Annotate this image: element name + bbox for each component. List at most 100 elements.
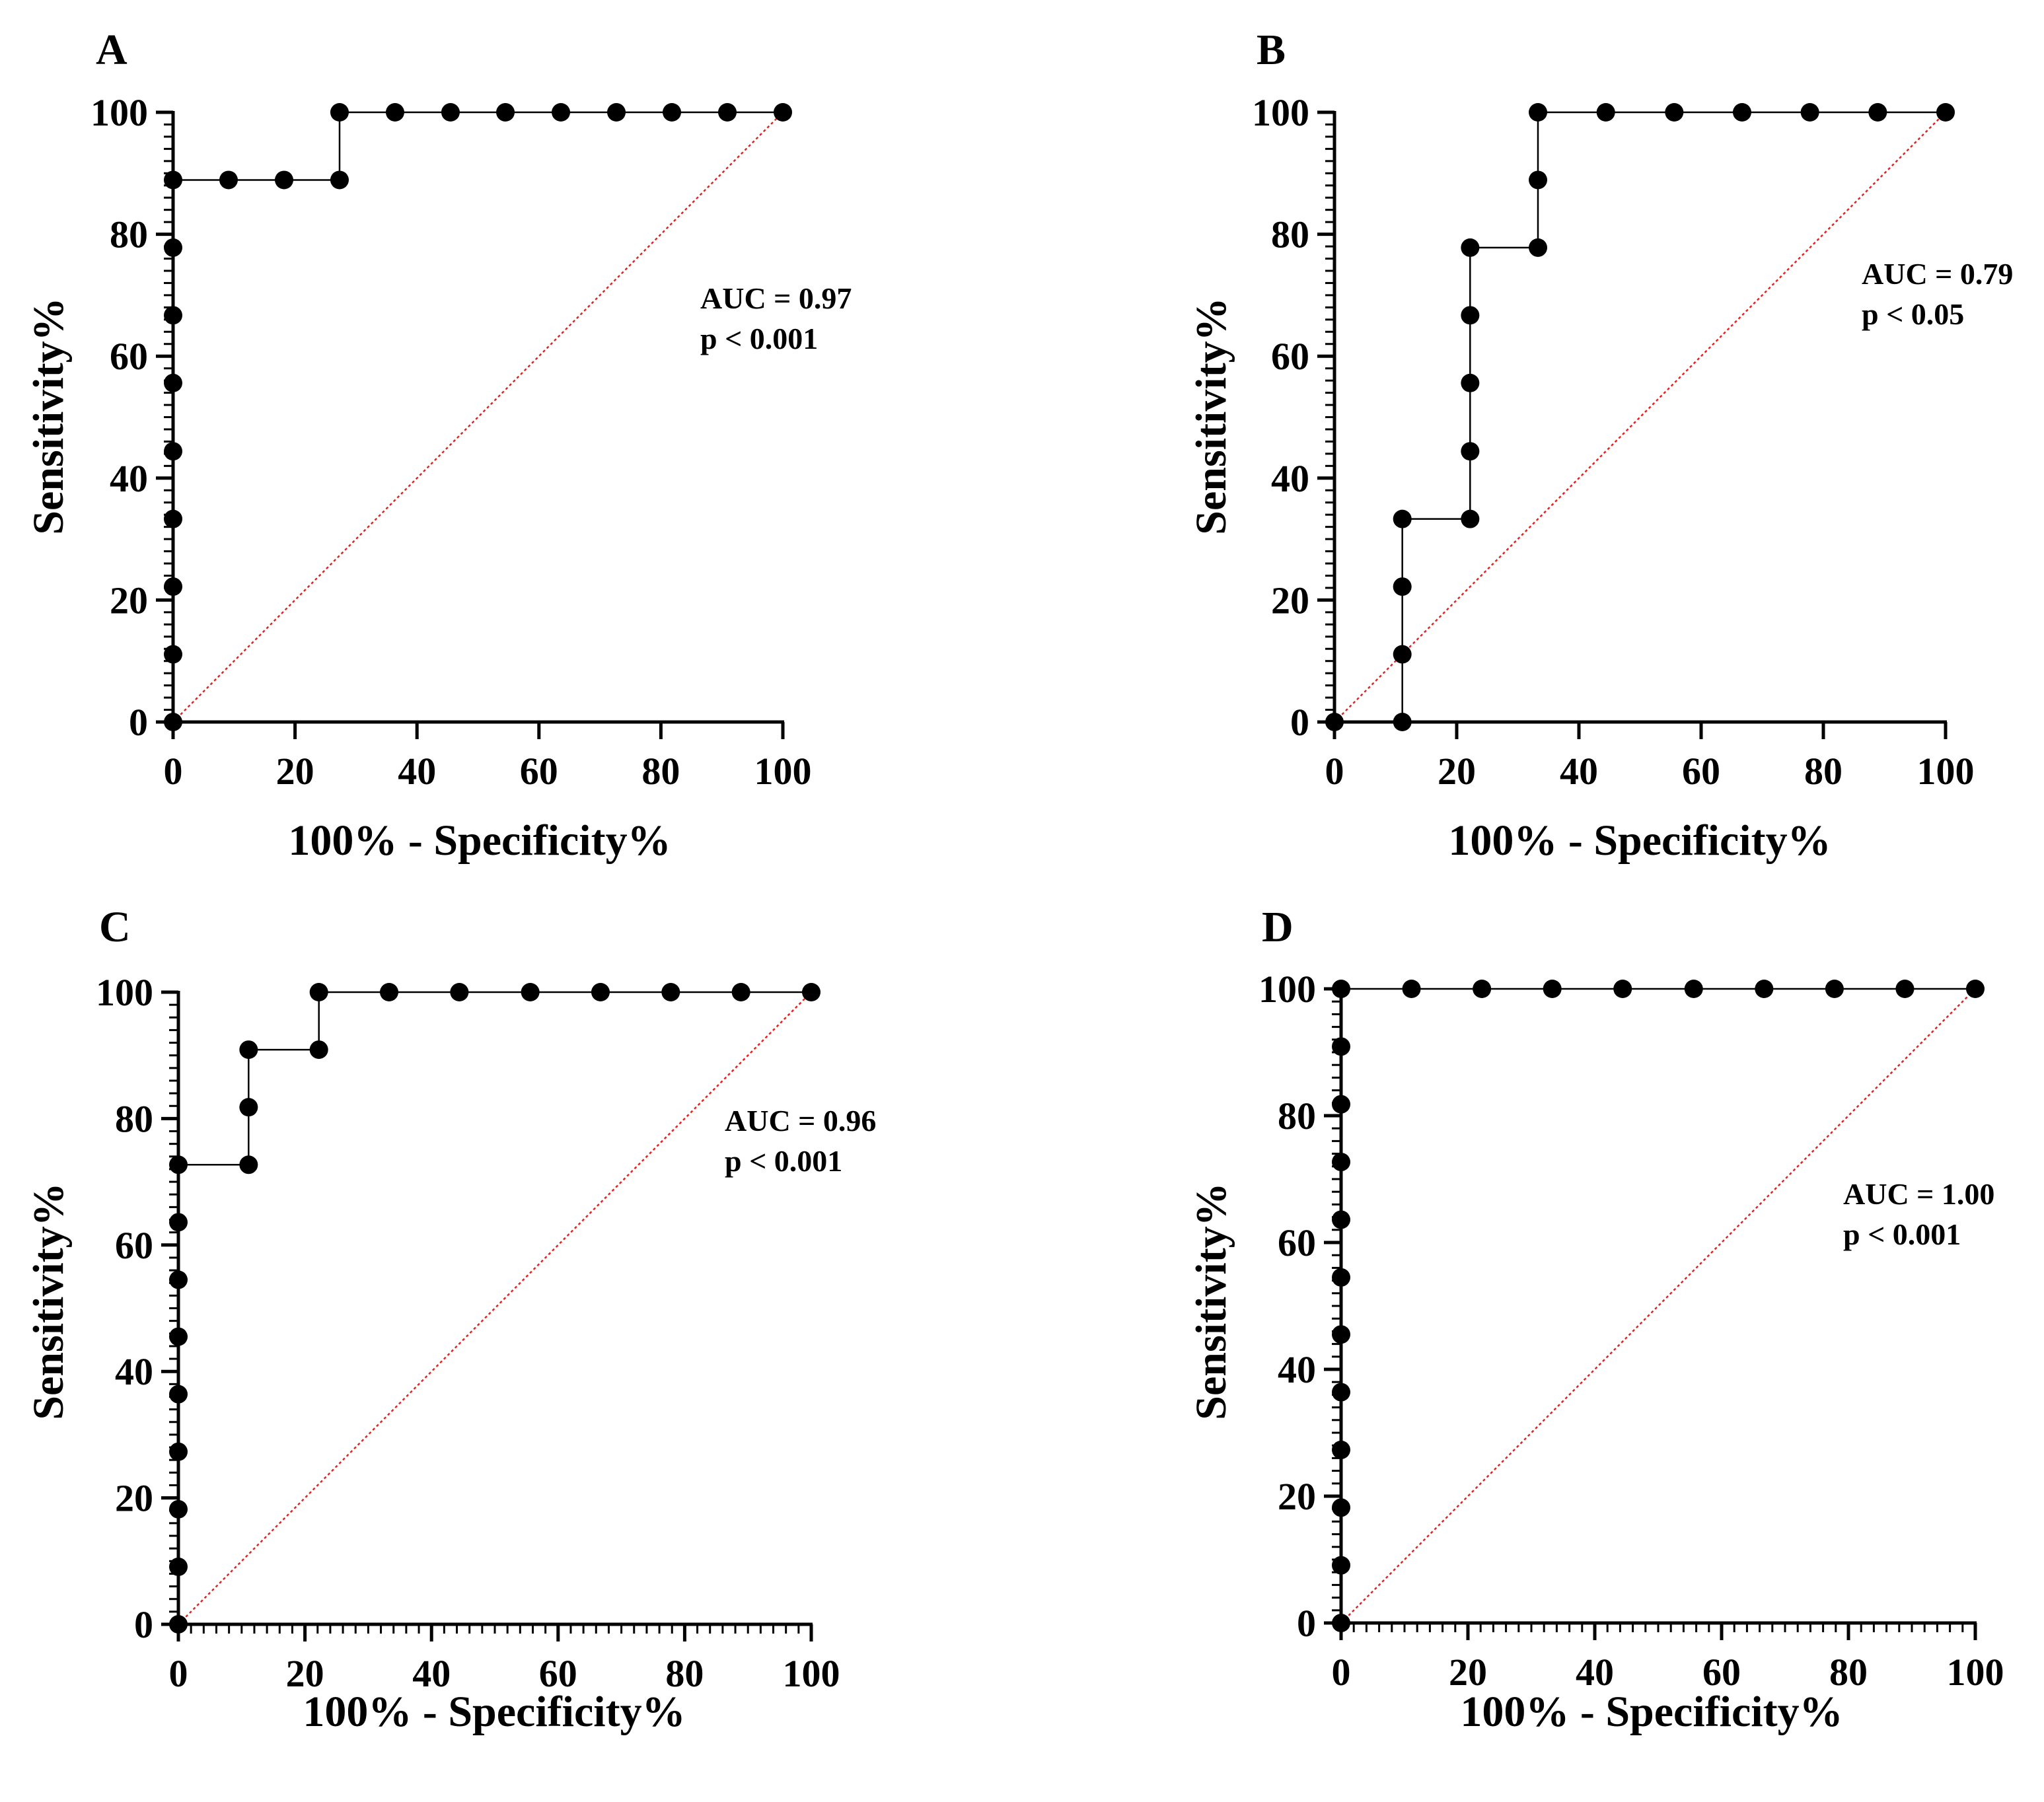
x-tick-label: 100 [783, 1652, 840, 1695]
roc-point [607, 103, 626, 122]
roc-point [718, 103, 737, 122]
auc-annotation: AUC = 1.00 [1843, 1177, 1994, 1211]
roc-point [1543, 980, 1562, 998]
roc-point [1332, 1268, 1350, 1287]
roc-point [1332, 1556, 1350, 1575]
roc-point [1325, 713, 1344, 731]
x-tick-label: 100 [1947, 1651, 2004, 1694]
y-tick-label: 100 [1259, 968, 1316, 1011]
roc-point [1461, 442, 1480, 461]
roc-point [591, 983, 610, 1001]
y-tick-label: 80 [1271, 213, 1309, 256]
p-value-annotation: p < 0.001 [725, 1144, 842, 1178]
y-tick-label: 80 [110, 213, 148, 256]
x-tick-label: 60 [1702, 1651, 1741, 1694]
p-value-annotation: p < 0.001 [1843, 1217, 1961, 1251]
p-value-annotation: p < 0.001 [700, 322, 818, 355]
roc-point [1473, 980, 1492, 998]
p-value-annotation: p < 0.05 [1862, 297, 1964, 331]
roc-point [1332, 1498, 1350, 1517]
roc-point [1529, 103, 1548, 122]
roc-point [169, 1499, 188, 1519]
roc-point [1596, 103, 1615, 122]
roc-point [663, 103, 682, 122]
x-tick-label: 20 [1449, 1651, 1487, 1694]
x-tick-label: 0 [1332, 1651, 1351, 1694]
roc-point [1332, 1095, 1350, 1114]
x-tick-label: 40 [398, 750, 436, 793]
roc-point [1966, 980, 1985, 998]
x-tick-label: 60 [520, 750, 558, 793]
y-tick-label: 80 [115, 1097, 153, 1140]
roc-point [496, 103, 515, 122]
x-tick-label: 0 [164, 750, 183, 793]
y-tick-label: 100 [96, 971, 153, 1014]
roc-point [1393, 645, 1412, 664]
y-tick-label: 20 [1271, 579, 1309, 622]
x-tick-label: 20 [276, 750, 314, 793]
roc-point [169, 1442, 188, 1461]
roc-point [1332, 1153, 1350, 1172]
x-tick-label: 60 [539, 1652, 577, 1695]
y-axis-label: Sensitivity% [1187, 1182, 1235, 1420]
x-tick-label: 20 [286, 1652, 324, 1695]
x-tick-label: 0 [1325, 750, 1344, 793]
y-tick-label: 0 [1290, 701, 1309, 744]
roc-point [1665, 103, 1684, 122]
roc-point [380, 983, 399, 1001]
auc-annotation: AUC = 0.79 [1862, 257, 2013, 291]
y-tick-label: 0 [129, 701, 148, 744]
panel-label: C [99, 903, 131, 951]
panel-label: A [96, 26, 128, 74]
y-tick-label: 20 [115, 1477, 153, 1520]
y-tick-label: 80 [1278, 1095, 1316, 1137]
roc-point [169, 1155, 188, 1174]
roc-point [1868, 103, 1887, 122]
roc-point [1332, 1440, 1350, 1459]
roc-point [330, 170, 349, 190]
roc-point [164, 373, 182, 392]
roc-point [1461, 373, 1480, 392]
y-tick-label: 0 [134, 1603, 153, 1646]
roc-point [274, 170, 293, 190]
y-tick-label: 40 [1271, 457, 1309, 500]
roc-point [309, 1040, 328, 1060]
roc-point [164, 170, 182, 190]
roc-point [1732, 103, 1751, 122]
auc-annotation: AUC = 0.96 [725, 1104, 876, 1137]
roc-point [164, 577, 182, 596]
roc-point [239, 1098, 258, 1117]
roc-point [239, 1040, 258, 1060]
roc-point [169, 1615, 188, 1634]
roc-point [1332, 1383, 1350, 1402]
panel-label: B [1257, 26, 1286, 74]
x-axis-label: 100% - Specificity% [1448, 816, 1831, 865]
roc-point [1332, 980, 1350, 998]
roc-point [1393, 509, 1412, 528]
x-axis-label: 100% - Specificity% [1460, 1688, 1843, 1736]
roc-point [1461, 306, 1480, 325]
y-tick-label: 60 [115, 1224, 153, 1267]
roc-point [169, 1213, 188, 1232]
panel-label: D [1262, 903, 1294, 951]
panel-a: A AUC = 0.97 p < 0.001 100% - Specificit… [24, 26, 852, 865]
roc-point [774, 103, 792, 122]
roc-point [1755, 980, 1774, 998]
roc-point [169, 1385, 188, 1404]
roc-point [1332, 1614, 1350, 1632]
roc-point [330, 103, 349, 122]
roc-point [450, 983, 469, 1001]
reference-line [178, 991, 812, 1625]
roc-point [1936, 103, 1955, 122]
roc-point [1332, 1210, 1350, 1229]
roc-point [164, 509, 182, 528]
y-tick-label: 40 [115, 1350, 153, 1393]
roc-point [1393, 577, 1412, 596]
y-axis-label: Sensitivity% [24, 297, 73, 534]
auc-annotation: AUC = 0.97 [700, 281, 852, 315]
roc-point [1895, 980, 1915, 998]
roc-point [385, 103, 404, 122]
roc-point [164, 713, 182, 731]
x-tick-label: 80 [1804, 750, 1843, 793]
roc-point [164, 442, 182, 461]
